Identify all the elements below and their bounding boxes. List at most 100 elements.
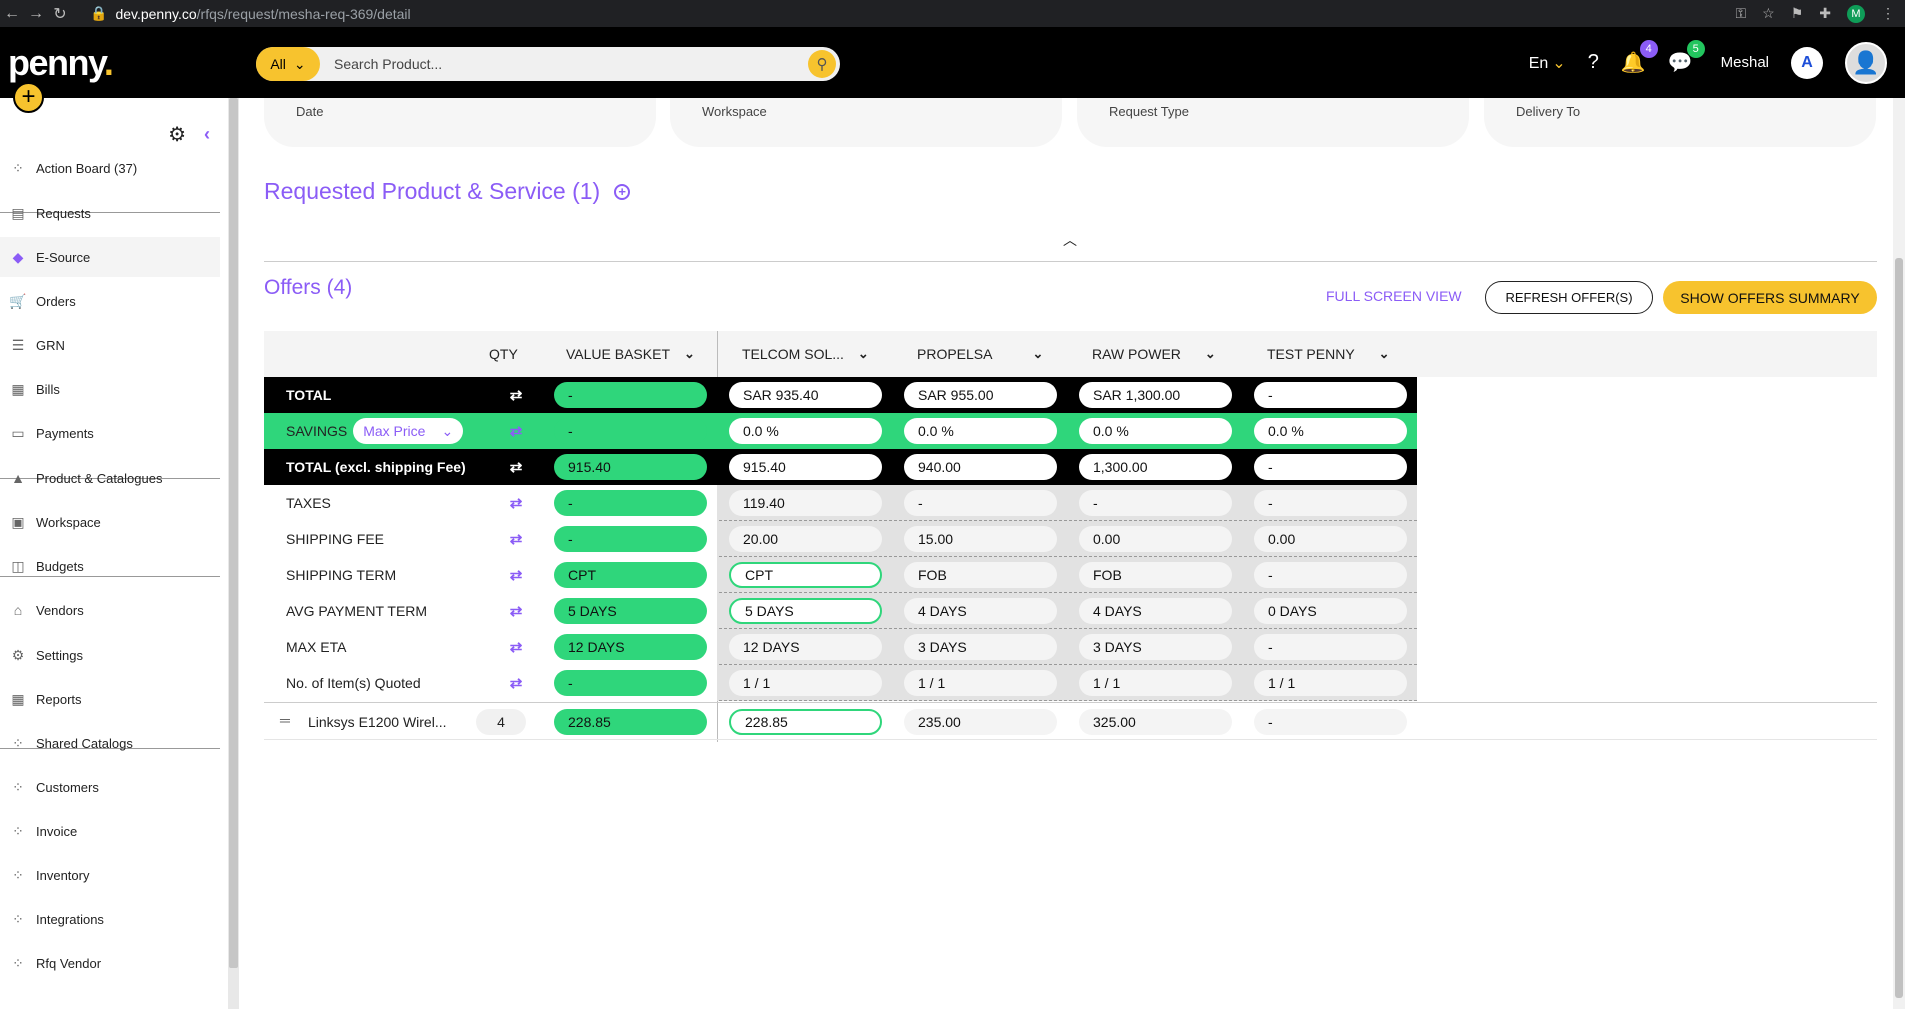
vendor-header-raw-power[interactable]: RAW POWER ⌄ bbox=[1092, 346, 1216, 362]
key-icon[interactable]: ⚿ bbox=[1735, 5, 1747, 21]
gear-icon[interactable]: ⚙ bbox=[168, 124, 186, 146]
offer-cell-telcom[interactable]: 12 DAYS bbox=[729, 634, 882, 660]
offer-cell-propelsa[interactable]: FOB bbox=[904, 562, 1057, 588]
refresh-offers-button[interactable]: REFRESH OFFER(S) bbox=[1485, 281, 1653, 314]
drag-handle-icon[interactable]: ═ bbox=[280, 712, 290, 728]
offer-cell-telcom[interactable]: 119.40 bbox=[729, 490, 882, 516]
offer-cell-propelsa[interactable]: 0.0 % bbox=[904, 418, 1057, 444]
sidebar-item-reports[interactable]: ▦ Reports bbox=[0, 679, 220, 719]
sidebar-item-customers[interactable]: ⁘ Customers bbox=[0, 767, 220, 807]
offer-cell-propelsa[interactable]: 15.00 bbox=[904, 526, 1057, 552]
offer-cell-propelsa[interactable]: 1 / 1 bbox=[904, 670, 1057, 696]
puzzle-icon[interactable]: ✚ bbox=[1819, 5, 1831, 21]
swap-icon[interactable]: ⇄ bbox=[509, 387, 523, 404]
swap-icon[interactable]: ⇄ bbox=[509, 495, 523, 512]
offer-cell-test-penny[interactable]: - bbox=[1254, 454, 1407, 480]
chat-icon[interactable]: 💬 5 bbox=[1668, 40, 1705, 75]
menu-dots-icon[interactable]: ⋮ bbox=[1881, 5, 1895, 21]
sidebar-item-workspace[interactable]: ▣ Workspace bbox=[0, 502, 220, 542]
savings-basis-select[interactable]: Max Price ⌄ bbox=[353, 418, 464, 444]
full-screen-view-link[interactable]: FULL SCREEN VIEW bbox=[1326, 288, 1462, 304]
offer-cell-raw-power[interactable]: 0.00 bbox=[1079, 526, 1232, 552]
sidebar-item-budgets[interactable]: ◫ Budgets bbox=[0, 546, 220, 586]
offer-cell-test-penny[interactable]: - bbox=[1254, 382, 1407, 408]
reload-icon[interactable]: ↻ bbox=[53, 5, 67, 23]
sidebar-item-grn[interactable]: ☰ GRN bbox=[0, 325, 220, 365]
offer-cell-telcom[interactable]: 1 / 1 bbox=[729, 670, 882, 696]
item-offer-telcom[interactable]: 228.85 bbox=[729, 709, 882, 735]
sidebar-item-settings[interactable]: ⚙ Settings bbox=[0, 635, 220, 675]
offer-cell-telcom[interactable]: CPT bbox=[729, 562, 882, 588]
item-offer-raw-power[interactable]: 325.00 bbox=[1079, 709, 1232, 735]
back-icon[interactable]: ← bbox=[4, 4, 20, 22]
sidebar-item-action-board-37[interactable]: ⁘ Action Board (37) bbox=[0, 148, 220, 188]
swap-icon[interactable]: ⇄ bbox=[509, 531, 523, 548]
offer-cell-raw-power[interactable]: 4 DAYS bbox=[1079, 598, 1232, 624]
swap-icon[interactable]: ⇄ bbox=[509, 639, 523, 656]
vendor-header-test-penny[interactable]: TEST PENNY ⌄ bbox=[1267, 346, 1390, 362]
address-bar[interactable]: 🔒 dev.penny.co/rfqs/request/mesha-req-36… bbox=[90, 5, 411, 22]
swap-icon[interactable]: ⇄ bbox=[509, 459, 523, 476]
offer-cell-propelsa[interactable]: 940.00 bbox=[904, 454, 1057, 480]
offer-cell-test-penny[interactable]: 0 DAYS bbox=[1254, 598, 1407, 624]
forward-icon[interactable]: → bbox=[28, 4, 44, 22]
sidebar-item-product-catalogues[interactable]: ▲ Product & Catalogues bbox=[0, 458, 220, 498]
swap-icon[interactable]: ⇄ bbox=[509, 675, 523, 692]
logo[interactable]: penny. bbox=[8, 42, 114, 83]
sidebar-item-shared-catalogs[interactable]: ⁘ Shared Catalogs bbox=[0, 723, 220, 763]
avatar[interactable]: 👤 bbox=[1845, 41, 1887, 84]
search-category-select[interactable]: All ⌄ bbox=[256, 47, 320, 81]
help-icon[interactable]: ? bbox=[1587, 51, 1599, 73]
chevron-up-icon[interactable]: ︿ bbox=[1063, 232, 1077, 248]
organization-logo[interactable]: A bbox=[1791, 46, 1823, 79]
sidebar-item-payments[interactable]: ▭ Payments bbox=[0, 413, 220, 453]
sidebar-item-integrations[interactable]: ⁘ Integrations bbox=[0, 899, 220, 939]
add-product-icon[interactable]: + bbox=[614, 183, 631, 200]
offer-cell-raw-power[interactable]: 3 DAYS bbox=[1079, 634, 1232, 660]
offer-cell-telcom[interactable]: 915.40 bbox=[729, 454, 882, 480]
offer-cell-test-penny[interactable]: 0.00 bbox=[1254, 526, 1407, 552]
swap-icon[interactable]: ⇄ bbox=[509, 603, 523, 620]
offer-cell-propelsa[interactable]: 3 DAYS bbox=[904, 634, 1057, 660]
offer-cell-raw-power[interactable]: 1 / 1 bbox=[1079, 670, 1232, 696]
offer-cell-test-penny[interactable]: - bbox=[1254, 562, 1407, 588]
extension-icon[interactable]: ⚑ bbox=[1790, 5, 1804, 21]
star-icon[interactable]: ☆ bbox=[1762, 5, 1775, 21]
user-name[interactable]: Meshal bbox=[1720, 54, 1769, 71]
swap-icon[interactable]: ⇄ bbox=[509, 567, 523, 584]
sidebar-item-rfq-vendor[interactable]: ⁘ Rfq Vendor bbox=[0, 943, 220, 983]
search-input[interactable]: Search Product... bbox=[334, 56, 443, 72]
offer-cell-telcom[interactable]: 5 DAYS bbox=[729, 598, 882, 624]
profile-avatar[interactable]: M bbox=[1847, 4, 1865, 23]
sidebar-item-orders[interactable]: 🛒 Orders bbox=[0, 281, 220, 321]
sidebar-item-bills[interactable]: ▦ Bills bbox=[0, 369, 220, 409]
value-basket-header[interactable]: VALUE BASKET ⌄ bbox=[566, 346, 695, 362]
item-offer-test-penny[interactable]: - bbox=[1254, 709, 1407, 735]
offer-cell-propelsa[interactable]: 4 DAYS bbox=[904, 598, 1057, 624]
offer-cell-test-penny[interactable]: 0.0 % bbox=[1254, 418, 1407, 444]
offer-cell-test-penny[interactable]: 1 / 1 bbox=[1254, 670, 1407, 696]
offer-cell-telcom[interactable]: SAR 935.40 bbox=[729, 382, 882, 408]
offer-cell-propelsa[interactable]: - bbox=[904, 490, 1057, 516]
offer-cell-telcom[interactable]: 0.0 % bbox=[729, 418, 882, 444]
vendor-header-propelsa[interactable]: PROPELSA ⌄ bbox=[917, 346, 1044, 362]
sidebar-item-vendors[interactable]: ⌂ Vendors bbox=[0, 590, 220, 630]
offer-cell-propelsa[interactable]: SAR 955.00 bbox=[904, 382, 1057, 408]
sidebar-item-invoice[interactable]: ⁘ Invoice bbox=[0, 811, 220, 851]
offer-cell-raw-power[interactable]: SAR 1,300.00 bbox=[1079, 382, 1232, 408]
language-select[interactable]: En ⌄ bbox=[1528, 54, 1566, 72]
show-offers-summary-button[interactable]: SHOW OFFERS SUMMARY bbox=[1663, 281, 1877, 314]
collapse-sidebar-icon[interactable]: ‹ bbox=[204, 124, 210, 144]
sidebar-item-requests[interactable]: ▤ Requests bbox=[0, 193, 220, 233]
offer-cell-raw-power[interactable]: 1,300.00 bbox=[1079, 454, 1232, 480]
offer-cell-test-penny[interactable]: - bbox=[1254, 634, 1407, 660]
sidebar-scrollbar[interactable] bbox=[228, 98, 239, 1009]
vendor-header-telcom[interactable]: TELCOM SOL... ⌄ bbox=[742, 346, 869, 362]
item-offer-propelsa[interactable]: 235.00 bbox=[904, 709, 1057, 735]
search-icon[interactable]: ⚲ bbox=[808, 50, 836, 78]
offer-cell-raw-power[interactable]: FOB bbox=[1079, 562, 1232, 588]
offer-cell-telcom[interactable]: 20.00 bbox=[729, 526, 882, 552]
swap-icon[interactable]: ⇄ bbox=[509, 423, 523, 440]
offer-cell-raw-power[interactable]: 0.0 % bbox=[1079, 418, 1232, 444]
offer-cell-test-penny[interactable]: - bbox=[1254, 490, 1407, 516]
